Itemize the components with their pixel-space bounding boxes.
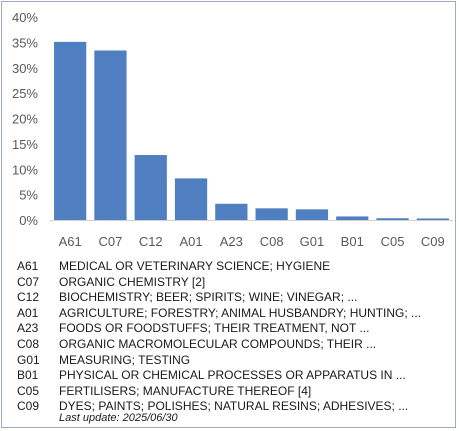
legend-code: C09 [17, 399, 40, 414]
legend-code: A23 [17, 321, 39, 336]
legend-row: A23 FOODS OR FOODSTUFFS; THEIR TREATMENT,… [17, 321, 453, 337]
legend-row: G01 MEASURING; TESTING [17, 353, 453, 369]
bar-c05 [376, 218, 409, 220]
x-tick-label: A01 [179, 234, 202, 249]
legend-description: MEASURING; TESTING [59, 352, 191, 367]
x-tick-label: C09 [421, 234, 445, 249]
bar-b01 [336, 216, 369, 220]
legend-code: G01 [17, 352, 40, 367]
legend-description: FERTILISERS; MANUFACTURE THEREOF [4] [59, 383, 312, 398]
y-tick-label: 0% [19, 213, 38, 228]
category-legend: A61 MEDICAL OR VETERINARY SCIENCE; HYGIEN… [17, 259, 453, 415]
legend-description: ORGANIC MACROMOLECULAR COMPOUNDS; THEIR … [59, 336, 377, 351]
legend-row: C08 ORGANIC MACROMOLECULAR COMPOUNDS; THE… [17, 337, 453, 353]
x-tick-label: C12 [139, 234, 163, 249]
legend-description: DYES; PAINTS; POLISHES; NATURAL RESINS; … [59, 399, 409, 414]
x-tick-label: A23 [220, 234, 243, 249]
y-tick-label: 30% [12, 61, 38, 76]
y-tick-label: 15% [12, 137, 38, 152]
bar-a01 [174, 178, 208, 220]
legend-code: B01 [17, 368, 39, 383]
bar-c09 [416, 218, 449, 220]
legend-row: C07 ORGANIC CHEMISTRY [2] [17, 275, 453, 291]
y-tick-label: 25% [12, 86, 38, 101]
x-tick-label: C07 [99, 234, 123, 249]
bar-g01 [295, 209, 329, 220]
legend-row: C05 FERTILISERS; MANUFACTURE THEREOF [4] [17, 384, 453, 400]
legend-row: A01 AGRICULTURE; FORESTRY; ANIMAL HUSBAND… [17, 306, 453, 322]
legend-description: MEDICAL OR VETERINARY SCIENCE; HYGIENE [59, 259, 331, 273]
bar-c07 [94, 50, 127, 221]
x-tick-label: C05 [381, 234, 405, 249]
legend-description: ORGANIC CHEMISTRY [2] [59, 274, 206, 289]
legend-row: B01 PHYSICAL OR CHEMICAL PROCESSES OR APP… [17, 368, 453, 384]
legend-code: C05 [17, 383, 40, 398]
legend-description: PHYSICAL OR CHEMICAL PROCESSES OR APPARA… [59, 368, 406, 383]
x-tick-label: B01 [341, 234, 364, 249]
x-tick-label: A61 [59, 234, 82, 249]
legend-code: A01 [17, 305, 39, 320]
legend-row: A61 MEDICAL OR VETERINARY SCIENCE; HYGIEN… [17, 259, 453, 275]
legend-description: BIOCHEMISTRY; BEER; SPIRITS; WINE; VINEG… [59, 290, 358, 305]
last-update-note: Last update: 2025/06/30 [59, 412, 178, 424]
legend-row: C09 DYES; PAINTS; POLISHES; NATURAL RESIN… [17, 399, 453, 415]
bar-c12 [134, 155, 167, 220]
legend-code: A61 [17, 259, 39, 273]
bar-a23 [215, 203, 248, 220]
x-tick-label: G01 [300, 234, 325, 249]
y-tick-label: 10% [12, 162, 38, 177]
x-tick-label: C08 [260, 234, 284, 249]
legend-row: C12 BIOCHEMISTRY; BEER; SPIRITS; WINE; VI… [17, 290, 453, 306]
y-tick-label: 35% [12, 35, 38, 50]
y-tick-label: 20% [12, 112, 38, 127]
bar-chart: 0% 5% 10% 15% 20% 25% 30% 35% 40% A61 C07 C12 A01 A2… [12, 10, 453, 249]
legend-code: C12 [17, 290, 40, 305]
legend-description: AGRICULTURE; FORESTRY; ANIMAL HUSBANDRY;… [59, 305, 422, 320]
legend-code: C07 [17, 274, 40, 289]
y-tick-label: 5% [19, 188, 38, 203]
legend-code: C08 [17, 336, 40, 351]
bar-a61 [54, 41, 87, 221]
y-tick-label: 40% [12, 10, 38, 25]
legend-description: FOODS OR FOODSTUFFS; THEIR TREATMENT, NO… [59, 321, 370, 336]
bar-c08 [255, 208, 288, 220]
